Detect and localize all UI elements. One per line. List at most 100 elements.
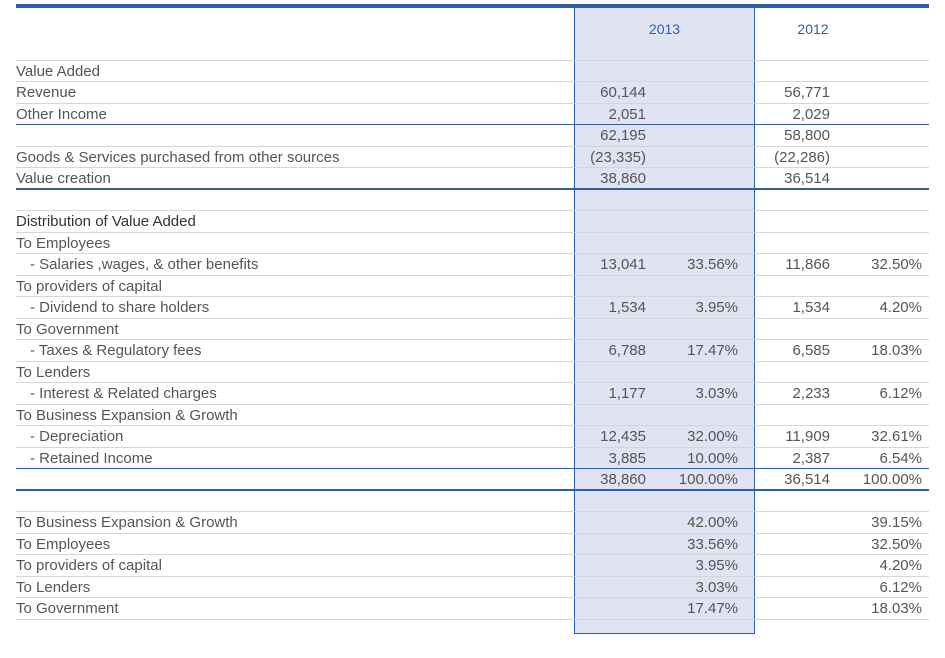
table-row: Value creation 38,860 36,514 xyxy=(16,168,929,190)
percent-2012: 18.03% xyxy=(871,600,922,617)
top-rule xyxy=(16,4,929,8)
value-2013: 13,041 xyxy=(600,256,646,273)
value-2013: (23,335) xyxy=(590,148,646,166)
year-2012-header: 2012 xyxy=(797,21,829,37)
row-label: - Depreciation xyxy=(30,428,124,445)
row-label: Distribution of Value Added xyxy=(16,213,196,230)
percent-2013: 32.00% xyxy=(687,428,738,445)
value-2012: 11,866 xyxy=(785,256,830,273)
value-2013: 38,860 xyxy=(600,170,646,187)
value-2013: 2,051 xyxy=(608,105,646,123)
value-2012: 2,387 xyxy=(792,449,830,467)
value-2013: 12,435 xyxy=(600,428,646,445)
value-2013: 3,885 xyxy=(608,449,646,467)
percent-2013: 3.03% xyxy=(695,385,738,402)
table-row: - Taxes & Regulatory fees 6,788 17.47% 6,58… xyxy=(16,340,929,362)
percent-2012: 32.50% xyxy=(871,256,922,273)
value-2012: (22,286) xyxy=(774,148,830,166)
row-label: To Business Expansion & Growth xyxy=(16,406,238,424)
table-row: Other Income 2,051 2,029 xyxy=(16,104,929,125)
row-label: To Business Expansion & Growth xyxy=(16,514,238,531)
table-row: To providers of capital xyxy=(16,276,929,297)
table-row: - Dividend to share holders 1,534 3.95% 1,5… xyxy=(16,297,929,319)
table-row: - Depreciation 12,435 32.00% 11,909 32.61% xyxy=(16,426,929,448)
table-row: To Government 17.47% 18.03% xyxy=(16,598,929,620)
row-label: Revenue xyxy=(16,84,77,101)
percent-2013: 17.47% xyxy=(687,600,738,617)
value-2012: 2,029 xyxy=(792,105,830,123)
percent-2012: 6.12% xyxy=(879,578,922,596)
row-label: To Lenders xyxy=(16,363,91,381)
table-row: Value Added xyxy=(16,61,929,82)
table-row xyxy=(16,39,929,61)
value-2012: 2,233 xyxy=(792,385,830,402)
table-row: - Salaries ,wages, & other benefits 13,04… xyxy=(16,254,929,276)
percent-2013: 42.00% xyxy=(687,514,738,531)
table-row: To Lenders xyxy=(16,362,929,383)
row-label: - Dividend to share holders xyxy=(30,299,210,316)
value-2013: 1,177 xyxy=(608,385,646,402)
percent-2013: 3.03% xyxy=(695,578,738,596)
table-row: - Interest & Related charges 1,177 3.03% 2,… xyxy=(16,383,929,405)
table-row: To providers of capital 3.95% 4.20% xyxy=(16,555,929,577)
percent-2013: 33.56% xyxy=(687,256,738,273)
row-label: Value creation xyxy=(16,170,111,187)
percent-2012: 6.54% xyxy=(879,449,922,467)
value-2013: 38,860 xyxy=(600,471,646,488)
percent-2012: 4.20% xyxy=(879,299,922,316)
percent-2013: 10.00% xyxy=(687,449,738,467)
percent-2012: 39.15% xyxy=(871,514,922,531)
table-row: Revenue 60,144 56,771 xyxy=(16,82,929,104)
row-label: - Retained Income xyxy=(30,449,153,467)
percent-2013: 17.47% xyxy=(687,342,738,359)
value-2012: 11,909 xyxy=(785,428,830,445)
row-label: - Salaries ,wages, & other benefits xyxy=(30,256,259,273)
table-row: To Government xyxy=(16,319,929,340)
percent-2012: 18.03% xyxy=(871,342,922,359)
year-2013-highlight xyxy=(574,7,755,634)
row-label: To providers of capital xyxy=(16,557,162,574)
row-label: - Interest & Related charges xyxy=(30,385,217,402)
value-2012: 58,800 xyxy=(784,127,830,144)
row-label: Other Income xyxy=(16,105,107,123)
value-2013: 1,534 xyxy=(608,299,646,316)
table-row: To Employees 33.56% 32.50% xyxy=(16,534,929,555)
value-2012: 1,534 xyxy=(792,299,830,316)
table-row: Goods & Services purchased from other so… xyxy=(16,147,929,168)
table-row: To Business Expansion & Growth 42.00% 39.1… xyxy=(16,512,929,534)
percent-2013: 3.95% xyxy=(695,557,738,574)
table-row: To Business Expansion & Growth xyxy=(16,405,929,426)
percent-2012: 32.61% xyxy=(871,428,922,445)
percent-2013: 33.56% xyxy=(687,535,738,553)
row-label: Value Added xyxy=(16,62,100,80)
row-label: To Employees xyxy=(16,535,111,553)
table-row: 38,860 100.00% 36,514 100.00% xyxy=(16,469,929,491)
table-row: Distribution of Value Added xyxy=(16,211,929,233)
percent-2012: 100.00% xyxy=(862,471,922,488)
percent-2012: 32.50% xyxy=(871,535,922,553)
table-row: To Employees xyxy=(16,233,929,254)
table-row: - Retained Income 3,885 10.00% 2,387 6.54% xyxy=(16,448,929,469)
row-label: - Taxes & Regulatory fees xyxy=(30,342,202,359)
value-2013: 6,788 xyxy=(608,342,646,359)
percent-2013: 3.95% xyxy=(695,299,738,316)
percent-2012: 6.12% xyxy=(879,385,922,402)
value-2012: 36,514 xyxy=(784,170,830,187)
row-label: To Employees xyxy=(16,234,111,252)
row-label: To Government xyxy=(16,320,119,338)
table-row: To Lenders 3.03% 6.12% xyxy=(16,577,929,598)
percent-2013: 100.00% xyxy=(678,471,738,488)
value-2012: 56,771 xyxy=(784,84,830,101)
year-2013-header: 2013 xyxy=(648,21,681,37)
value-2013: 62,195 xyxy=(600,127,646,144)
table-row xyxy=(16,491,929,512)
value-2012: 36,514 xyxy=(784,471,830,488)
percent-2012: 4.20% xyxy=(879,557,922,574)
value-2012: 6,585 xyxy=(792,342,830,359)
table-row xyxy=(16,190,929,211)
table-row: 62,195 58,800 xyxy=(16,125,929,147)
row-label: To Government xyxy=(16,600,119,617)
row-label: Goods & Services purchased from other so… xyxy=(16,148,340,166)
row-label: To Lenders xyxy=(16,578,91,596)
value-2013: 60,144 xyxy=(600,84,646,101)
